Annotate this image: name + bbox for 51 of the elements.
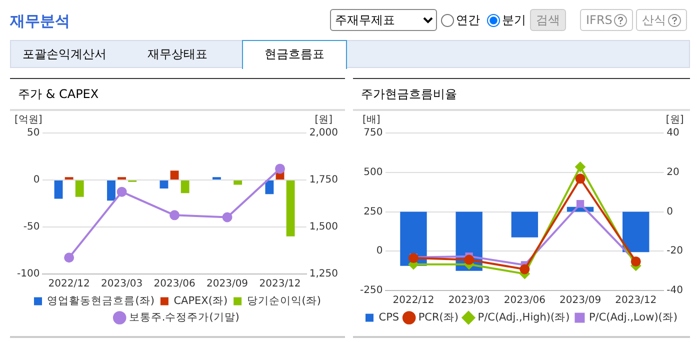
x-tick-label: 2023/12	[259, 278, 301, 290]
x-tick-label: 2023/12	[615, 295, 657, 306]
y2-tick-label: 1,500	[309, 222, 338, 233]
text: IFRS	[580, 9, 634, 31]
text: 검색	[530, 9, 566, 31]
y2-axis-title: [원]	[666, 114, 684, 126]
x-tick-label: 2022/12	[392, 295, 434, 306]
text: 주재무제표	[330, 9, 437, 31]
text: 산식	[636, 9, 687, 31]
y2-tick-label: 0	[666, 206, 674, 218]
y-tick-label: 50	[26, 128, 40, 139]
y-tick-label: 0	[376, 246, 383, 257]
y-tick-label: 750	[364, 128, 383, 139]
y-tick-label: 500	[364, 166, 383, 178]
y2-tick-label: 20	[666, 166, 680, 178]
chart-title: 주가현금흐름비율	[353, 79, 690, 111]
y-axis-title: [배]	[362, 114, 380, 126]
y-tick-label: -250	[360, 285, 383, 296]
x-tick-label: 2023/09	[560, 295, 602, 306]
x-tick-label: 2023/09	[206, 278, 248, 290]
y2-tick-label: -20	[666, 246, 684, 257]
legend-label: P/C(Adj.,High)(좌)	[478, 311, 570, 324]
legend-label: PCR(좌)	[418, 311, 458, 324]
y-tick-label: -50	[23, 222, 40, 233]
x-tick-label: 2023/03	[101, 278, 143, 290]
y-axis-title: [억원]	[14, 114, 42, 126]
x-tick-label: 2023/06	[154, 278, 196, 290]
y-tick-label: 250	[364, 206, 383, 218]
text: 재무분석	[10, 12, 70, 31]
text: 분기	[501, 12, 526, 28]
text: 재무상태표	[146, 46, 208, 63]
y2-tick-label: 2,000	[309, 128, 338, 139]
legend-label: P/C(Adj.,Low)(좌)	[588, 311, 678, 324]
legend-label: 당기순이익(좌)	[246, 294, 322, 307]
y2-axis-title: [원]	[314, 114, 333, 126]
legend-label: CAPEX(좌)	[174, 294, 228, 307]
y-tick-label: -100	[16, 268, 40, 280]
chart-title: 주가 & CAPEX	[10, 79, 345, 111]
y2-tick-label: 1,750	[309, 174, 338, 186]
legend-label: 영업활동현금흐름(좌)	[47, 294, 154, 307]
x-tick-label: 2023/06	[504, 295, 546, 306]
legend-label: CPS	[378, 311, 400, 324]
y-tick-label: 0	[33, 174, 40, 186]
text: 연간	[455, 12, 480, 28]
legend-label: 보통주.수정주가(기말)	[128, 311, 240, 324]
y2-tick-label: 40	[666, 128, 680, 139]
x-tick-label: 2023/03	[448, 295, 490, 306]
y2-tick-label: 1,250	[309, 268, 338, 280]
x-tick-label: 2022/12	[48, 278, 90, 290]
y2-tick-label: -40	[666, 285, 684, 296]
text: 포괄손익계산서	[22, 46, 108, 63]
